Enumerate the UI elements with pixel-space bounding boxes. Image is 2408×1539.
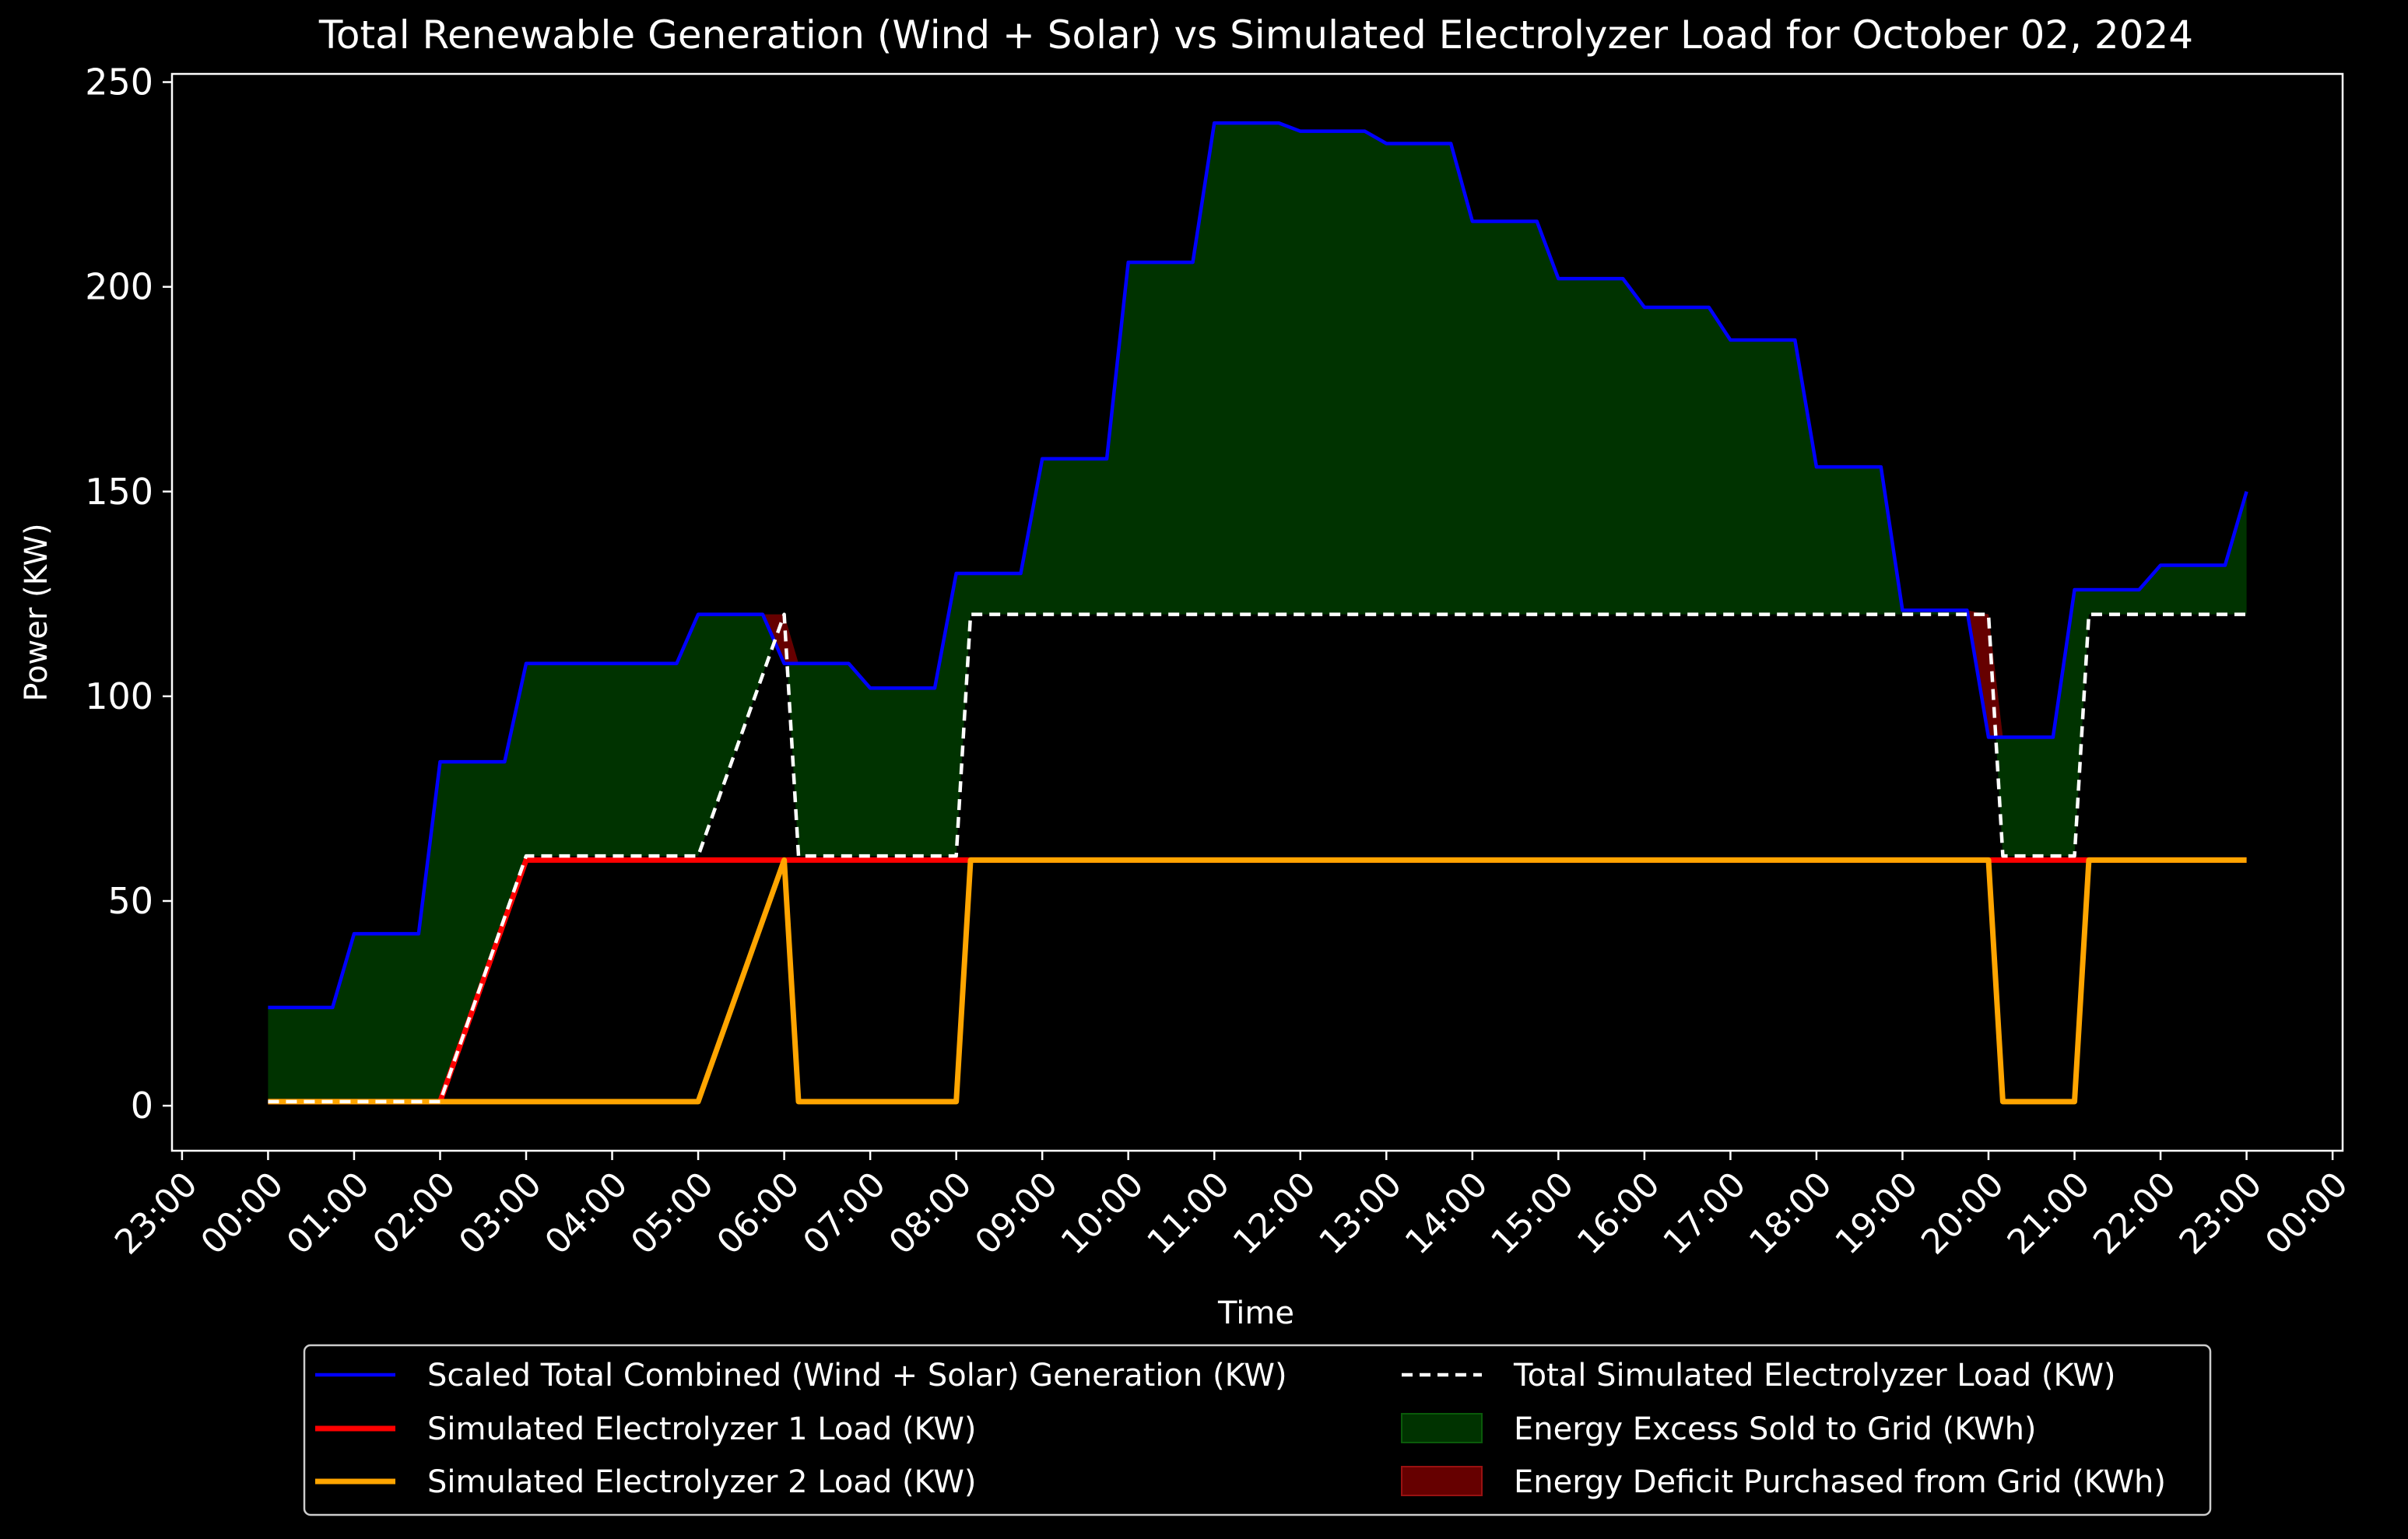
plot-frame — [170, 72, 2344, 1152]
series-lines — [268, 121, 2248, 1105]
legend-label: Simulated Electrolyzer 2 Load (KW) — [427, 1464, 977, 1500]
y-tick-label: 50 — [107, 880, 153, 922]
total-load-line — [268, 612, 2247, 1104]
y-axis: 0 50 100 150 200 250 — [85, 61, 172, 1127]
fill-areas — [268, 123, 2247, 1102]
electrolyzer-2-line — [268, 857, 2247, 1105]
legend-swatch — [1401, 1413, 1483, 1443]
y-tick-label: 100 — [85, 675, 153, 717]
y-tick-label: 150 — [85, 471, 153, 513]
excess-fill-area — [268, 123, 2247, 1102]
y-tick-label: 200 — [85, 266, 153, 308]
y-tick-label: 250 — [85, 61, 153, 103]
y-axis-label: Power (KW) — [19, 523, 54, 701]
chart-title: Total Renewable Generation (Wind + Solar… — [318, 12, 2193, 58]
legend-label: Energy Deficit Purchased from Grid (KWh) — [1514, 1464, 2166, 1500]
x-axis-label: Time — [1217, 1295, 1294, 1331]
legend-label: Scaled Total Combined (Wind + Solar) Gen… — [427, 1358, 1287, 1394]
legend-label: Simulated Electrolyzer 1 Load (KW) — [427, 1411, 977, 1447]
legend: Scaled Total Combined (Wind + Solar) Gen… — [303, 1344, 2212, 1516]
y-tick-label: 0 — [131, 1085, 153, 1127]
legend-box — [303, 1344, 2212, 1516]
legend-label: Energy Excess Sold to Grid (KWh) — [1514, 1411, 2037, 1447]
generation-line — [268, 121, 2248, 1010]
legend-label: Total Simulated Electrolyzer Load (KW) — [1513, 1358, 2115, 1394]
legend-swatch — [1401, 1466, 1483, 1496]
